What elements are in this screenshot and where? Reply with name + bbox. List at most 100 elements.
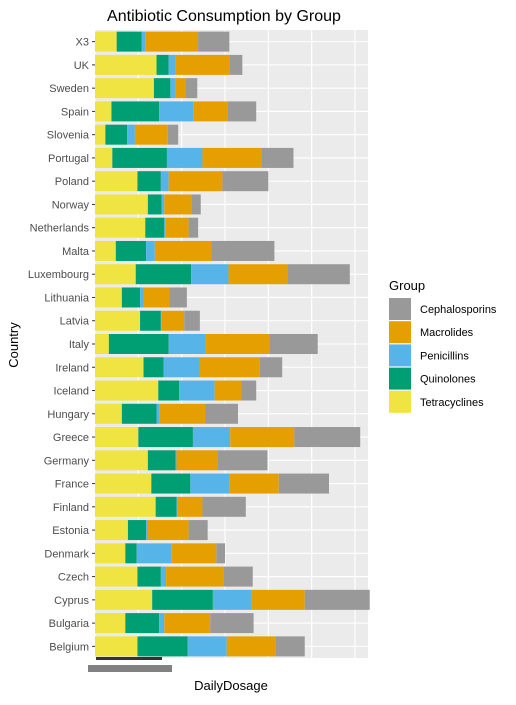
bar-ireland-tetracyclines (95, 357, 144, 378)
bar-cyprus-macrolides (251, 589, 305, 610)
bar-finland-tetracyclines (95, 496, 156, 517)
bar-denmark-quinolones (125, 543, 137, 564)
y-tick-label: Bulgaria (49, 618, 90, 630)
bar-norway-cephalosporins (191, 194, 201, 215)
bar-bulgaria-cephalosporins (210, 613, 254, 634)
bar-sweden-penicillins (170, 78, 176, 99)
y-tick-label: Estonia (52, 525, 90, 537)
bar-germany-quinolones (147, 450, 176, 471)
y-tick-label: Germany (44, 455, 90, 467)
bar-belgium-macrolides (226, 636, 276, 657)
bar-lithuania-tetracyclines (95, 287, 122, 308)
bar-germany-penicillins (175, 450, 177, 471)
bar-netherlands-quinolones (145, 217, 165, 238)
bar-estonia-tetracyclines (95, 520, 128, 541)
legend-label: Penicillins (420, 350, 469, 362)
bar-luxembourg-penicillins (191, 264, 229, 285)
bar-france-penicillins (190, 473, 230, 494)
bar-x3-macrolides (145, 31, 199, 52)
bar-poland-macrolides (168, 171, 223, 192)
bar-czech-quinolones (137, 566, 161, 587)
bar-finland-cephalosporins (202, 496, 246, 517)
bar-sweden-cephalosporins (186, 78, 198, 99)
bar-poland-quinolones (137, 171, 161, 192)
y-tick-label: Hungary (47, 409, 89, 421)
bar-sweden-tetracyclines (95, 78, 154, 99)
bar-cyprus-cephalosporins (304, 589, 370, 610)
bar-netherlands-tetracyclines (95, 217, 146, 238)
bar-luxembourg-quinolones (135, 264, 192, 285)
bar-denmark-tetracyclines (95, 543, 126, 564)
bar-spain-quinolones (111, 101, 160, 122)
bar-poland-cephalosporins (222, 171, 269, 192)
bar-portugal-quinolones (112, 147, 167, 168)
bars (95, 31, 370, 657)
bar-greece-penicillins (192, 427, 231, 448)
bar-estonia-quinolones (127, 520, 147, 541)
bar-uk-tetracyclines (95, 54, 157, 75)
bar-estonia-macrolides (147, 520, 189, 541)
y-tick-label: Belgium (49, 641, 89, 653)
legend-key-tetracyclines (389, 390, 411, 413)
bar-malta-tetracyclines (95, 240, 116, 261)
y-tick-label: Malta (62, 246, 90, 258)
bar-ireland-quinolones (143, 357, 164, 378)
y-tick-label: Latvia (60, 316, 90, 328)
bar-czech-penicillins (160, 566, 167, 587)
bar-greece-cephalosporins (294, 427, 361, 448)
bar-denmark-macrolides (171, 543, 217, 564)
bar-lithuania-macrolides (143, 287, 170, 308)
bar-bulgaria-penicillins (159, 613, 165, 634)
bar-iceland-quinolones (158, 380, 180, 401)
bar-portugal-cephalosporins (261, 147, 294, 168)
y-tick-label: X3 (76, 37, 89, 49)
bar-hungary-macrolides (159, 403, 206, 424)
legend: Group Cephalosporins Macrolides Penicillin… (389, 278, 497, 413)
bar-malta-cephalosporins (211, 240, 275, 261)
bar-portugal-tetracyclines (95, 147, 113, 168)
y-tick-label: Portugal (48, 153, 89, 165)
bar-slovenia-macrolides (134, 124, 168, 145)
bar-uk-macrolides (175, 54, 230, 75)
y-tick-label: Czech (58, 572, 89, 584)
bar-norway-macrolides (164, 194, 192, 215)
bar-france-macrolides (229, 473, 279, 494)
bar-uk-penicillins (168, 54, 176, 75)
bar-greece-tetracyclines (95, 427, 139, 448)
bar-x3-tetracyclines (95, 31, 117, 52)
bar-france-tetracyclines (95, 473, 152, 494)
legend-label: Macrolides (420, 327, 474, 339)
y-tick-label: Spain (61, 106, 89, 118)
bar-belgium-penicillins (187, 636, 227, 657)
bar-iceland-penicillins (179, 380, 215, 401)
bar-netherlands-penicillins (164, 217, 166, 238)
bar-slovenia-quinolones (105, 124, 128, 145)
bar-estonia-cephalosporins (188, 520, 208, 541)
bar-czech-cephalosporins (223, 566, 253, 587)
y-tick-label: Poland (55, 176, 89, 188)
bar-denmark-cephalosporins (216, 543, 225, 564)
bar-spain-cephalosporins (227, 101, 257, 122)
bar-bulgaria-tetracyclines (95, 613, 126, 634)
y-axis-title: Country (6, 322, 21, 368)
bar-cyprus-penicillins (212, 589, 252, 610)
y-tick-label: Denmark (44, 548, 89, 560)
legend-label: Tetracyclines (420, 397, 484, 409)
y-tick-label: Cyprus (54, 595, 89, 607)
bar-uk-cephalosporins (229, 54, 243, 75)
bar-netherlands-macrolides (165, 217, 189, 238)
bar-x3-cephalosporins (198, 31, 230, 52)
bar-hungary-penicillins (156, 403, 160, 424)
y-tick-label: France (55, 479, 89, 491)
y-tick-label: Slovenia (47, 130, 90, 142)
bar-ireland-macrolides (199, 357, 260, 378)
bar-italy-macrolides (205, 333, 270, 355)
bar-greece-quinolones (138, 427, 193, 448)
y-tick-label: Norway (52, 199, 90, 211)
bar-italy-quinolones (108, 333, 169, 355)
bar-luxembourg-tetracyclines (95, 264, 136, 285)
bar-italy-cephalosporins (269, 333, 318, 355)
bar-poland-tetracyclines (95, 171, 138, 192)
bar-spain-tetracyclines (95, 101, 112, 122)
